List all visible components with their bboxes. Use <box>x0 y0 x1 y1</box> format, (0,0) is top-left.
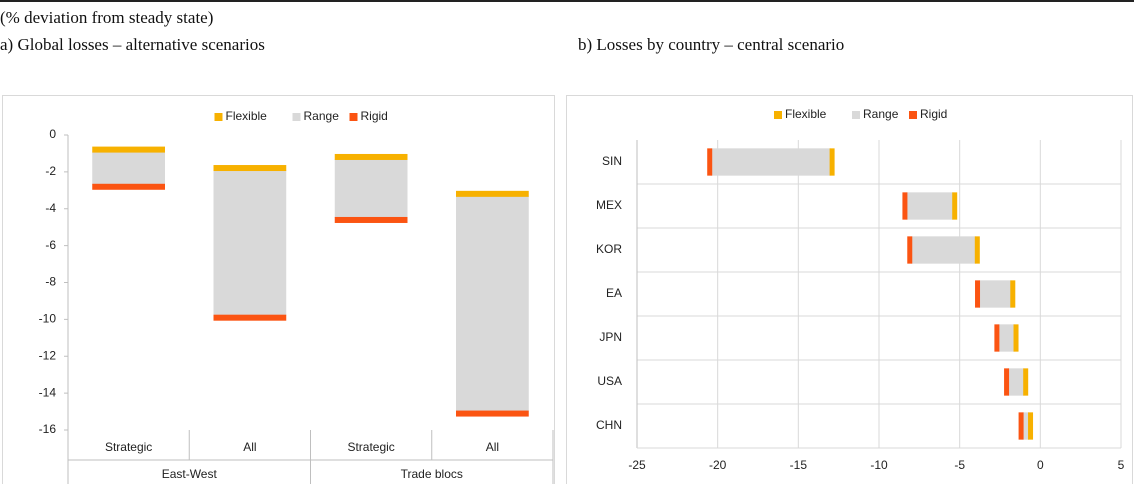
top-rule <box>0 0 1134 2</box>
y-tick-label: CHN <box>596 418 622 432</box>
legend-label: Flexible <box>785 107 827 121</box>
range-bar <box>711 148 831 176</box>
range-bar <box>334 158 408 218</box>
chart-title: a) Global losses – alternative scenarios <box>0 35 265 54</box>
flexible-marker <box>334 153 408 160</box>
group-label: Trade blocs <box>401 467 463 481</box>
y-tick-label: MEX <box>596 198 622 212</box>
chart-frame <box>566 95 1133 484</box>
y-tick-label: -2 <box>45 164 56 178</box>
y-tick-label: 0 <box>49 127 56 141</box>
legend-swatch <box>292 113 301 121</box>
flexible-marker <box>829 148 835 176</box>
y-tick-label: -6 <box>45 238 56 252</box>
legend-label: Rigid <box>920 107 947 121</box>
chart-title: b) Losses by country – central scenario <box>578 35 845 54</box>
rigid-marker <box>456 410 529 417</box>
flexible-marker <box>1023 368 1029 396</box>
y-tick-label: KOR <box>596 242 622 256</box>
legend-label: Range <box>304 109 340 123</box>
x-tick-label: -25 <box>628 458 646 472</box>
y-tick-label: USA <box>597 374 622 388</box>
y-tick-label: -16 <box>39 422 57 436</box>
x-tick-label: -15 <box>790 458 808 472</box>
flexible-marker <box>213 165 287 172</box>
flexible-marker <box>974 236 980 264</box>
x-tick-label: -10 <box>870 458 888 472</box>
rigid-marker <box>902 192 908 220</box>
y-tick-label: JPN <box>599 330 622 344</box>
group-label: East-West <box>162 467 218 481</box>
legend-label: Flexible <box>226 109 268 123</box>
x-tick-label: Strategic <box>105 440 152 454</box>
rigid-marker <box>994 324 1000 352</box>
rigid-marker <box>907 236 913 264</box>
range-bar <box>998 324 1015 352</box>
range-bar <box>456 195 529 412</box>
rigid-marker <box>1018 412 1024 440</box>
x-tick-label: 5 <box>1118 458 1125 472</box>
x-tick-label: -20 <box>709 458 727 472</box>
rigid-marker <box>92 183 165 190</box>
x-tick-label: -5 <box>954 458 965 472</box>
y-tick-label: -10 <box>39 312 57 326</box>
flexible-marker <box>952 192 958 220</box>
x-tick-label: All <box>486 440 499 454</box>
legend-swatch <box>909 111 917 119</box>
range-bar <box>911 236 976 264</box>
range-bar <box>1022 412 1030 440</box>
flexible-marker <box>92 146 165 153</box>
range-bar <box>1008 368 1025 396</box>
rigid-marker <box>213 314 287 321</box>
legend-swatch <box>774 111 782 119</box>
note: (% deviation from steady state) <box>0 8 214 27</box>
rigid-marker <box>334 216 408 223</box>
range-bar <box>213 170 287 316</box>
x-tick-label: 0 <box>1037 458 1044 472</box>
legend-swatch <box>214 113 223 121</box>
rigid-marker <box>1004 368 1010 396</box>
flexible-marker <box>456 190 529 197</box>
chart-frame <box>2 95 555 484</box>
x-tick-label: Strategic <box>347 440 394 454</box>
rigid-marker <box>975 280 981 308</box>
y-tick-label: -4 <box>45 201 56 215</box>
y-tick-label: SIN <box>602 154 622 168</box>
legend-swatch <box>852 111 860 119</box>
y-tick-label: -14 <box>39 385 57 399</box>
x-tick-label: All <box>243 440 256 454</box>
rigid-marker <box>707 148 713 176</box>
legend-swatch <box>349 113 358 121</box>
legend-label: Rigid <box>361 109 388 123</box>
flexible-marker <box>1010 280 1016 308</box>
legend-label: Range <box>863 107 899 121</box>
flexible-marker <box>1028 412 1034 440</box>
range-bar <box>906 192 954 220</box>
flexible-marker <box>1013 324 1019 352</box>
y-tick-label: EA <box>606 286 622 300</box>
y-tick-label: -8 <box>45 275 56 289</box>
range-bar <box>92 151 165 185</box>
range-bar <box>979 280 1012 308</box>
y-tick-label: -12 <box>39 348 57 362</box>
